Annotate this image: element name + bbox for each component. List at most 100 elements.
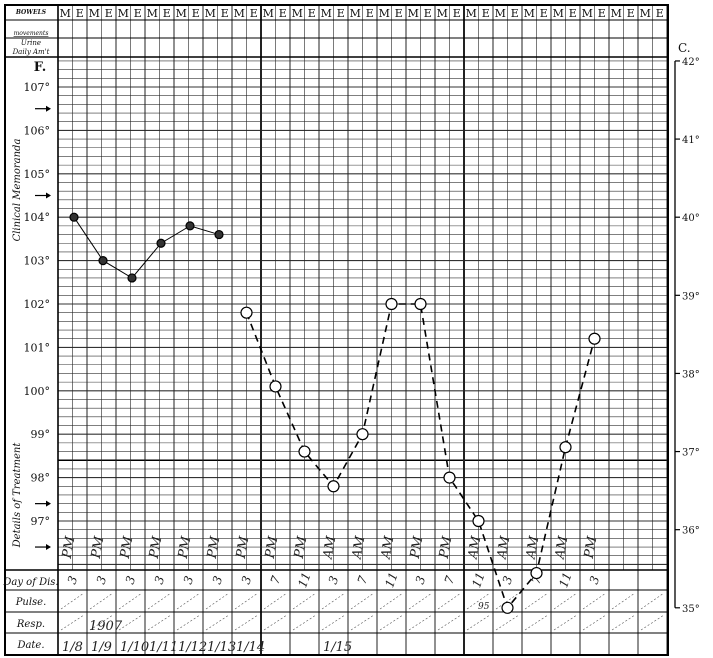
date-value: 1/14 [236,640,265,655]
header-morning: M [205,7,216,20]
header-evening: E [163,7,171,20]
temperature-point [269,380,282,393]
blank-entry-slash [582,614,607,631]
temperature-point [327,480,340,493]
header-evening: E [76,7,84,20]
day-of-disease-value: 11 [469,570,487,589]
day-of-disease-value: 3 [239,574,255,586]
temperature-point [443,471,456,484]
date-value: 1/8 [62,640,83,655]
bowels-label: BOWELS [15,9,47,16]
date-value: 1/15 [323,640,352,655]
temperature-point [530,566,543,580]
blank-entry-slash [524,592,549,610]
day-of-disease-value: 3 [181,574,197,586]
blank-entry-slash [379,592,404,610]
blank-entry-slash [582,592,607,610]
arrow-head-icon [46,500,51,507]
fahrenheit-tick-label: 98° [31,472,51,485]
header-morning: M [582,7,593,20]
celsius-tick-label: 42° [682,57,700,68]
blank-entry-slash [437,614,462,631]
day-of-disease-value: 3 [94,574,110,586]
time-of-day-label: AM [524,534,543,561]
header-evening: E [134,7,142,20]
header-evening: E [511,7,519,20]
blank-entry-slash [176,592,201,610]
fahrenheit-tick-label: 106° [24,124,51,137]
blank-entry-slash [640,614,665,631]
header-evening: E [656,7,664,20]
day-of-dis-label: Day of Dis. [2,577,58,588]
temperature-point [127,273,137,283]
pulse-label: Pulse. [15,597,47,608]
blank-entry-slash [611,592,636,610]
blank-entry-slash [292,592,317,610]
time-of-day-label: PM [89,535,108,561]
time-of-day-label: PM [582,535,601,561]
header-evening: E [192,7,200,20]
blank-entry-slash [495,592,520,610]
temperature-point [588,332,601,345]
blank-entry-slash [263,592,288,610]
fahrenheit-tick-label: 102° [24,298,51,311]
date-value: 1/13 [207,640,236,655]
time-of-day-label: AM [350,534,369,561]
header-morning: M [524,7,535,20]
header-evening: E [482,7,490,20]
fahrenheit-tick-label: 97° [31,515,51,528]
header-morning: M [553,7,564,20]
blank-entry-slash [118,592,143,610]
blank-entry-slash [263,614,288,631]
details-of-treatment-label: Details of Treatment [12,442,23,549]
blank-entry-slash [89,592,114,610]
header-morning: M [118,7,129,20]
celsius-tick-label: 37° [682,448,700,459]
header-evening: E [279,7,287,20]
blank-entry-slash [205,614,230,631]
fahrenheit-tick-label: 107° [24,81,51,94]
temperature-point [298,445,311,458]
header-morning: M [89,7,100,20]
bowels-sub-label: movements [14,30,49,37]
header-evening: E [250,7,258,20]
day-of-disease-value: 3 [587,574,603,586]
blank-entry-slash [350,614,375,631]
day-of-disease-value: 3 [123,574,139,586]
fahrenheit-tick-label: 99° [31,428,51,441]
time-of-day-label: PM [176,535,195,561]
header-evening: E [627,7,635,20]
day-of-disease-value: 11 [295,570,313,589]
fahrenheit-tick-label: 105° [24,168,51,181]
header-evening: E [424,7,432,20]
header-evening: E [540,7,548,20]
header-evening: E [308,7,316,20]
header-morning: M [437,7,448,20]
celsius-tick-label: 35° [682,604,700,615]
arrow-head-icon [46,544,51,551]
fahrenheit-tick-label: 100° [24,385,51,398]
date-value: 1/10 [120,640,149,655]
celsius-unit: C. [678,41,691,55]
temperature-point [240,306,253,319]
blank-entry-slash [350,592,375,610]
celsius-tick-label: 38° [682,369,700,380]
blank-entry-slash [611,614,636,631]
temperature-point [98,256,108,266]
celsius-tick-label: 40° [682,213,700,224]
header-morning: M [60,7,71,20]
urine-sub-label: Daily Am't [12,48,50,56]
blank-entry-slash [176,614,201,631]
header-morning: M [234,7,245,20]
temperature-point [214,229,224,240]
blank-entry-slash [466,592,491,610]
urine-label: Urine [21,39,41,47]
time-of-day-label: AM [553,534,572,561]
header-morning: M [640,7,651,20]
date-value: 1/12 [178,640,207,655]
arrow-head-icon [46,105,51,112]
clinical-memoranda-label: Clinical Memoranda [12,139,23,242]
header-morning: M [379,7,390,20]
blank-entry-slash [321,614,346,631]
